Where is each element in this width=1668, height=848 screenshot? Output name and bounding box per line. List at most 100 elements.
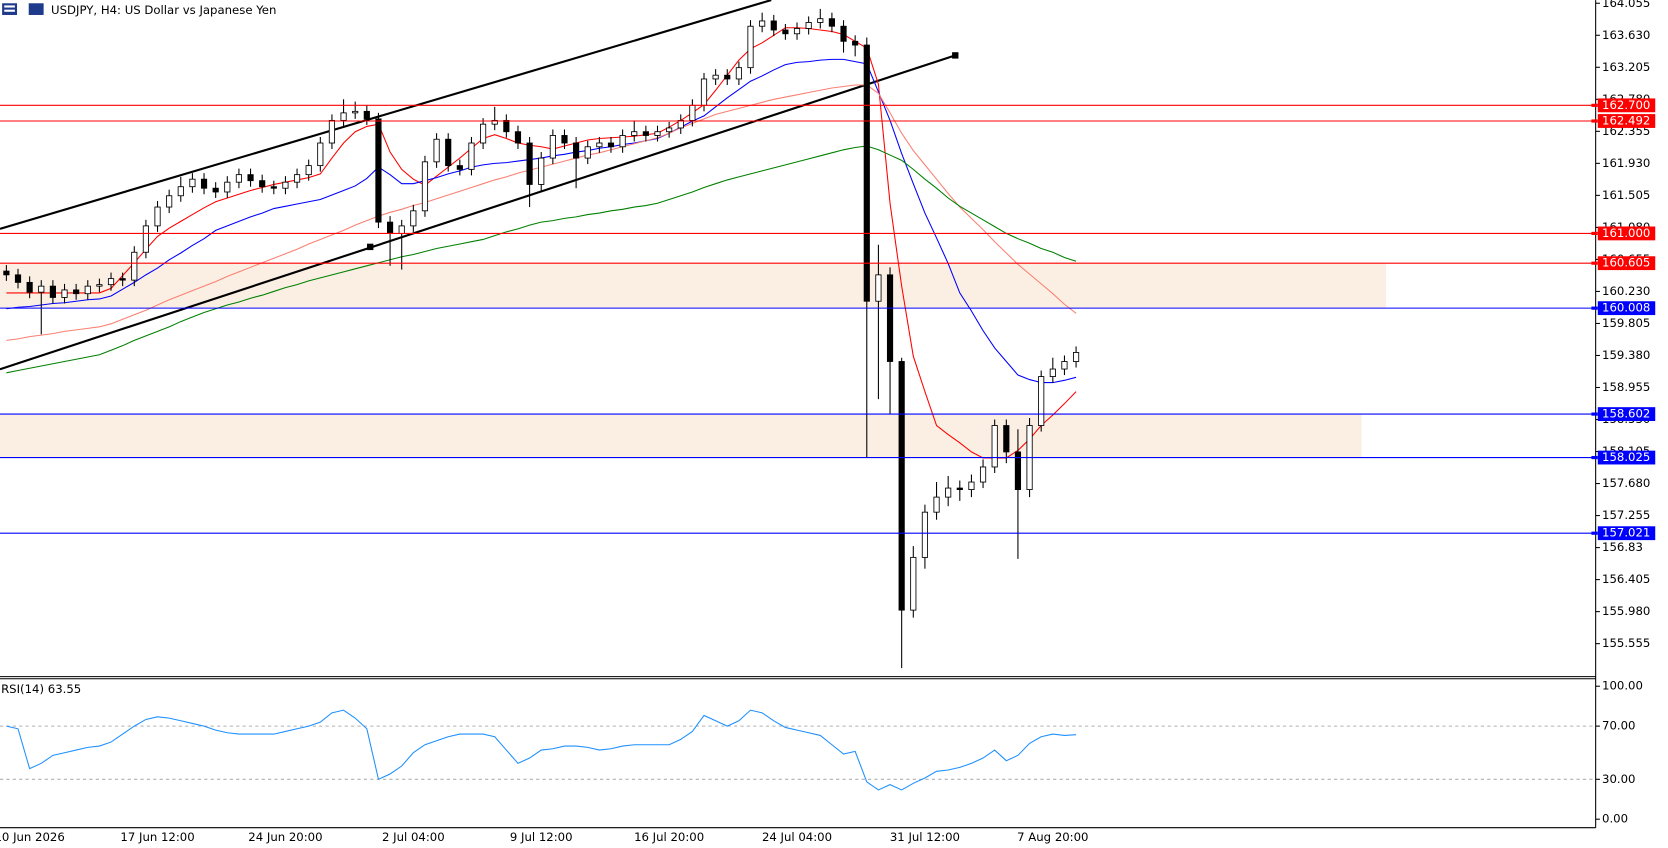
candle-body <box>14 274 22 283</box>
candle-body <box>817 18 824 23</box>
candle-body <box>293 174 301 183</box>
candle-body <box>491 119 498 125</box>
candle-body <box>200 178 208 189</box>
candle-body <box>375 118 382 223</box>
candle-body <box>61 289 68 298</box>
chart-title: USDJPY, H4: US Dollar vs Japanese Yen <box>51 3 276 17</box>
y-tick-label: 100.00 <box>1602 679 1643 693</box>
candle-body <box>921 511 929 558</box>
candle-body <box>526 142 533 185</box>
y-tick-label: 155.555 <box>1602 636 1650 650</box>
candle-body <box>991 425 998 468</box>
candle-body <box>793 28 801 35</box>
candle-body <box>607 142 615 148</box>
candle-body <box>96 284 103 287</box>
candle-body <box>933 496 940 513</box>
zone <box>0 414 1362 458</box>
level-label: 162.700 <box>1602 98 1650 112</box>
y-tick-label: 163.205 <box>1602 60 1650 74</box>
candle-body <box>642 131 649 136</box>
level-label-box <box>1597 301 1656 316</box>
level-label: 158.025 <box>1602 450 1650 464</box>
candle-body <box>759 20 766 27</box>
candle-body <box>782 29 789 35</box>
candle-body <box>224 181 231 193</box>
zone <box>0 263 1387 309</box>
y-tick-label: 160.230 <box>1602 284 1650 298</box>
anchor-point <box>952 52 959 59</box>
y-tick-label: 156.405 <box>1602 572 1650 586</box>
y-tick-label: 70.00 <box>1602 719 1635 733</box>
zones <box>0 263 1387 458</box>
candle-body <box>875 274 882 302</box>
candle-body <box>142 225 149 253</box>
channel-upper <box>0 0 772 230</box>
candle-body <box>340 112 347 121</box>
candle-body <box>386 221 394 234</box>
candle-body <box>73 289 80 295</box>
x-tick-label: 2 Jul 04:00 <box>382 830 445 844</box>
candle-body <box>619 135 626 148</box>
candle-body <box>1014 451 1022 491</box>
candle-body <box>480 123 487 144</box>
candle-body <box>305 165 312 176</box>
candle-body <box>956 487 963 491</box>
candle-body <box>119 278 126 281</box>
candle-body <box>166 195 173 208</box>
indicator-line <box>6 145 1077 374</box>
y-tick-label: 30.00 <box>1602 772 1635 786</box>
candle-body <box>1003 425 1010 453</box>
candle-body <box>1049 368 1056 377</box>
candle-body <box>456 165 463 170</box>
candle-body <box>910 556 917 611</box>
candle-body <box>317 142 324 167</box>
level-label-box <box>1597 407 1656 421</box>
candle-body <box>898 361 905 611</box>
chart-icon[interactable] <box>28 3 44 15</box>
menu-icon[interactable] <box>2 3 18 15</box>
menu-icon-line <box>4 9 15 12</box>
candle-body <box>538 157 545 185</box>
y-tick-label: 161.930 <box>1602 156 1650 170</box>
candle-body <box>282 181 289 189</box>
candle-body <box>712 74 719 80</box>
candle-body <box>49 285 56 298</box>
candle-body <box>886 274 894 362</box>
level-label: 158.602 <box>1602 407 1650 421</box>
y-tick-label: 161.505 <box>1602 188 1650 202</box>
candle-body <box>247 174 254 182</box>
candle-body <box>979 466 987 483</box>
candle-body <box>468 142 475 170</box>
candle-body <box>689 104 696 121</box>
level-label-box <box>1597 226 1656 241</box>
x-tick-label: 16 Jul 20:00 <box>634 830 704 844</box>
candle-body <box>968 481 975 491</box>
candle-body <box>700 78 708 106</box>
candle-body <box>828 18 835 27</box>
y-tick-label: 159.805 <box>1602 316 1650 330</box>
level-label-box <box>1597 450 1656 465</box>
y-tick-label: 163.630 <box>1602 28 1650 42</box>
candle-body <box>433 138 440 163</box>
rsi-title: RSI(14) 63.55 <box>1 682 81 696</box>
x-tick-label: 9 Jul 12:00 <box>510 830 573 844</box>
indicator-line <box>6 709 1077 791</box>
x-tick-label: 31 Jul 12:00 <box>890 830 960 844</box>
anchor-point <box>367 243 374 251</box>
y-tick-label: 157.255 <box>1602 508 1650 522</box>
candle-body <box>770 20 777 31</box>
y-tick-label: 157.680 <box>1602 476 1650 490</box>
candle-body <box>561 135 568 144</box>
x-tick-label: 24 Jun 20:00 <box>248 830 322 844</box>
channel-lower <box>0 54 956 371</box>
x-tick-label: 10 Jun 2026 <box>0 830 65 844</box>
candle-body <box>514 131 522 144</box>
level-label-box <box>1597 256 1656 271</box>
candle-body <box>840 25 847 42</box>
candle-body <box>38 285 45 293</box>
candle-body <box>631 131 638 136</box>
menu-icon-line <box>4 5 15 8</box>
x-tick-label: 7 Aug 20:00 <box>1017 830 1088 844</box>
candle-body <box>584 146 591 159</box>
